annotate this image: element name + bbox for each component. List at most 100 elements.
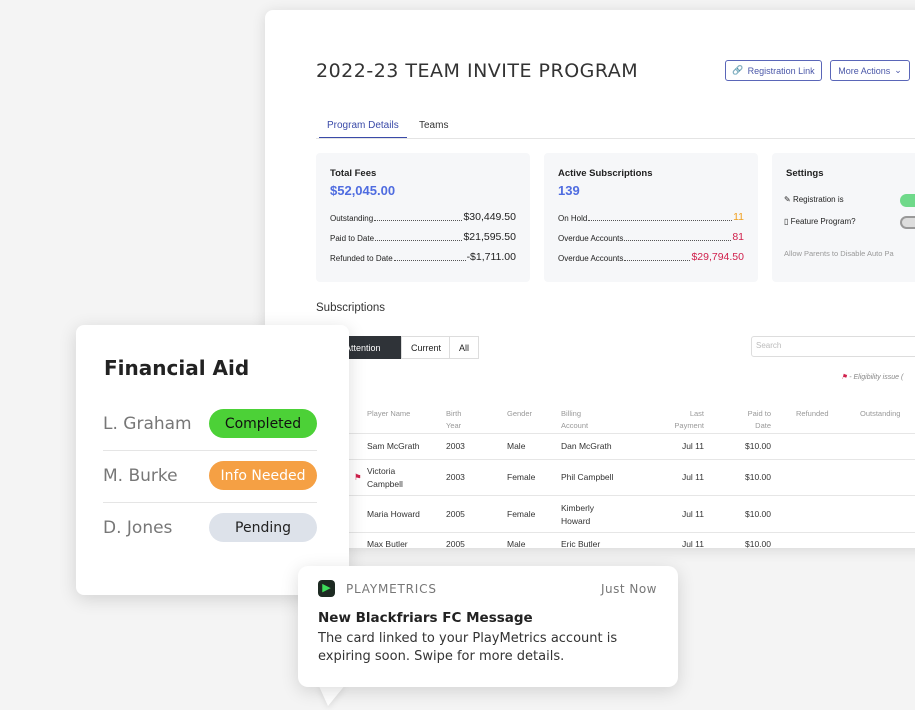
- filter-current[interactable]: Current: [401, 336, 452, 359]
- total-fees-value: $52,045.00: [330, 183, 396, 198]
- program-window: 2022-23 TEAM INVITE PROGRAM 🔗 Registratio…: [265, 10, 915, 548]
- tab-divider: [316, 138, 915, 139]
- cell-last-payment: Jul 11: [681, 441, 704, 451]
- col-player-name[interactable]: Player Name: [367, 409, 411, 418]
- value: $30,449.50: [463, 211, 516, 223]
- cell-billing-account: Kimberly Howard: [561, 503, 595, 526]
- cell-paid-to-date: $10.00: [745, 539, 771, 548]
- cell-paid-to-date: $10.00: [745, 509, 771, 519]
- label: Refunded to Date: [330, 254, 393, 263]
- eligibility-issue-icon: ⚑: [354, 472, 362, 482]
- cell-player-name: Maria Howard: [367, 509, 420, 519]
- registration-link-button[interactable]: 🔗 Registration Link: [725, 60, 822, 81]
- value: $29,794.50: [691, 251, 744, 263]
- link-icon: 🔗: [732, 65, 744, 75]
- col-birth-year[interactable]: Birth Year: [446, 409, 462, 430]
- label: Paid to Date: [330, 234, 375, 243]
- tab-program-details[interactable]: Program Details: [319, 120, 407, 139]
- notification-tail: [318, 684, 346, 706]
- col-outstanding[interactable]: Outstanding: [860, 409, 901, 418]
- on-hold-row: On Hold 11: [558, 211, 744, 223]
- label: Overdue Accounts: [558, 234, 624, 243]
- divider: [103, 450, 317, 451]
- registration-setting: ✎ Registration is: [784, 195, 844, 204]
- financial-aid-title: Financial Aid: [104, 356, 250, 380]
- cell-player-name: Sam McGrath: [367, 441, 420, 451]
- label: Outstanding: [330, 214, 374, 223]
- col-gender[interactable]: Gender: [507, 409, 533, 418]
- value: 11: [733, 211, 744, 223]
- eligibility-icon: ⚑: [841, 374, 848, 381]
- table-row[interactable]: Maria Howard 2005 Female Kimberly Howard Jul…: [340, 495, 915, 532]
- eligibility-legend: ⚑ - Eligibility issue (: [841, 374, 904, 381]
- cell-last-payment: Jul 11: [681, 539, 704, 548]
- cell-birth-year: 2005: [446, 539, 465, 548]
- subscriptions-title: Subscriptions: [316, 302, 386, 314]
- table-row[interactable]: Victoria Campbell 2003 Female Phil Campbell…: [340, 459, 915, 495]
- chevron-down-icon: ⌄: [894, 65, 902, 75]
- refunded-row: Refunded to Date -$1,711.00: [330, 251, 516, 263]
- active-subscriptions-card: Active Subscriptions 139 On Hold 11 Overd…: [544, 153, 758, 282]
- bookmark-icon: ▯: [784, 217, 789, 226]
- cell-paid-to-date: $10.00: [745, 441, 771, 451]
- cell-billing-account: Eric Butler: [561, 539, 601, 548]
- notification-title: New Blackfriars FC Message: [318, 610, 533, 626]
- col-refunded[interactable]: Refunded: [796, 409, 829, 418]
- cell-gender: Female: [507, 509, 536, 519]
- cell-outstanding: $750.00: [900, 538, 915, 548]
- value: $21,595.50: [463, 231, 516, 243]
- divider: [103, 502, 317, 503]
- active-subs-value: 139: [558, 183, 580, 198]
- cell-gender: Male: [507, 539, 526, 548]
- label: On Hold: [558, 214, 588, 223]
- tab-teams[interactable]: Teams: [419, 120, 449, 131]
- cell-gender: Female: [507, 472, 536, 482]
- registration-toggle[interactable]: [900, 194, 915, 207]
- more-actions-button[interactable]: More Actions ⌄: [830, 60, 910, 81]
- cell-outstanding: $400.00: [900, 508, 915, 521]
- table-row[interactable]: Sam McGrath 2003 Male Dan McGrath Jul 11 $10.…: [340, 433, 915, 459]
- notification-time: Just Now: [600, 582, 657, 596]
- cell-billing-account: Dan McGrath: [561, 441, 612, 451]
- total-fees-label: Total Fees: [330, 168, 377, 179]
- cell-birth-year: 2005: [446, 509, 465, 519]
- value: -$1,711.00: [466, 251, 516, 263]
- page-title: 2022-23 TEAM INVITE PROGRAM: [316, 60, 639, 82]
- table-row[interactable]: Max Butler 2005 Male Eric Butler Jul 11 $10.0…: [340, 532, 915, 548]
- notification-body: The card linked to your PlayMetrics acco…: [318, 631, 618, 664]
- value: 81: [732, 231, 744, 243]
- cell-birth-year: 2003: [446, 472, 465, 482]
- aid-status-badge: Pending: [209, 513, 317, 542]
- aid-status-badge: Completed: [209, 409, 317, 438]
- playmetrics-logo-icon: ▶: [318, 580, 335, 597]
- outstanding-row: Outstanding $30,449.50: [330, 211, 516, 223]
- financial-aid-card: Financial Aid L. Graham Completed M. Burk…: [76, 325, 349, 595]
- overdue-count-row: Overdue Accounts 81: [558, 231, 744, 243]
- search-input[interactable]: Search: [751, 336, 915, 357]
- feature-toggle[interactable]: [900, 216, 915, 229]
- cell-outstanding: $400.00: [900, 471, 915, 484]
- active-subs-label: Active Subscriptions: [558, 168, 653, 179]
- cell-billing-account: Phil Campbell: [561, 472, 614, 482]
- col-billing-account[interactable]: Billing Account: [561, 409, 589, 430]
- col-last-payment[interactable]: Last Payment: [674, 409, 704, 430]
- paid-row: Paid to Date $21,595.50: [330, 231, 516, 243]
- total-fees-card: Total Fees $52,045.00 Outstanding $30,449…: [316, 153, 530, 282]
- cell-paid-to-date: $10.00: [745, 472, 771, 482]
- aid-status-badge: Info Needed: [209, 461, 317, 490]
- cell-outstanding: $100.00: [900, 440, 915, 453]
- settings-card: Settings ✎ Registration is ▯ Feature Pro…: [772, 153, 915, 282]
- overdue-amount-row: Overdue Accounts $29,794.50: [558, 251, 744, 263]
- cell-last-payment: Jul 11: [681, 509, 704, 519]
- cell-gender: Male: [507, 441, 526, 451]
- feature-setting: ▯ Feature Program?: [784, 217, 856, 226]
- cell-player-name: Victoria Campbell: [367, 466, 403, 489]
- label: Overdue Accounts: [558, 254, 624, 263]
- filter-all[interactable]: All: [449, 336, 480, 359]
- col-paid-to-date[interactable]: Paid to Date: [747, 409, 771, 430]
- notification[interactable]: ▶ PLAYMETRICS Just Now New Blackfriars F…: [298, 566, 678, 687]
- allow-disable-autopay: Allow Parents to Disable Auto Pa: [784, 249, 894, 258]
- aid-applicant-name: D. Jones: [103, 518, 173, 538]
- cell-last-payment: Jul 11: [681, 472, 704, 482]
- settings-label: Settings: [786, 168, 824, 179]
